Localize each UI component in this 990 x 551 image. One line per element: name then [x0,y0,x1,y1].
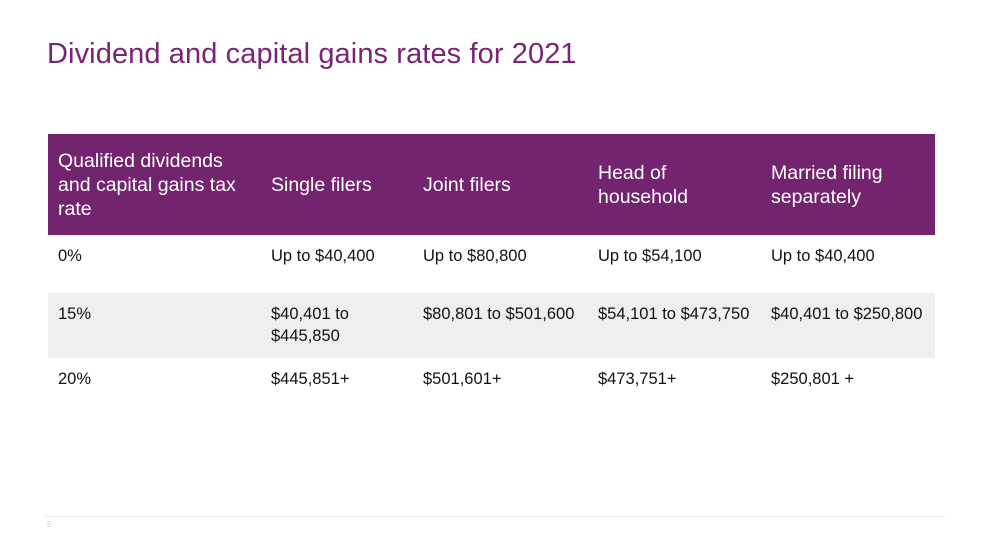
page-title: Dividend and capital gains rates for 202… [47,38,577,70]
table-cell-rate: 20% [58,370,92,388]
header-head-of-household: Head of household [598,161,688,208]
table-cell: $80,801 to $501,600 [423,305,575,323]
table-cell: $54,101 to $473,750 [598,305,750,323]
table-cell: Up to $80,800 [423,247,527,265]
header-joint-filers: Joint filers [423,173,511,196]
table-cell-rate: 15% [58,305,92,323]
tax-rate-table: Qualified dividends and capital gains ta… [48,134,935,408]
table-row: 15% $40,401 to $445,850 $80,801 to $501,… [48,293,935,358]
table-cell: $473,751+ [598,370,677,388]
table-cell: Up to $40,400 [271,247,375,265]
table-cell: Up to $40,400 [771,247,875,265]
page-number: 5 [47,520,52,529]
table-cell: $250,801 + [771,370,855,388]
header-married-filing-separately: Married filing separately [771,161,883,208]
table-cell: $445,851+ [271,370,350,388]
header-tax-rate: Qualified dividends and capital gains ta… [58,149,236,220]
table-cell: $501,601+ [423,370,502,388]
table-header-row: Qualified dividends and capital gains ta… [48,134,935,235]
header-single-filers: Single filers [271,173,372,196]
table-row: 20% $445,851+ $501,601+ $473,751+ $250,8… [48,358,935,408]
table-row: 0% Up to $40,400 Up to $80,800 Up to $54… [48,235,935,293]
table-cell: $40,401 to $445,850 [271,305,349,345]
table-cell-rate: 0% [58,247,82,265]
table-cell: Up to $54,100 [598,247,702,265]
footer-divider [45,516,945,517]
table-cell: $40,401 to $250,800 [771,305,923,323]
